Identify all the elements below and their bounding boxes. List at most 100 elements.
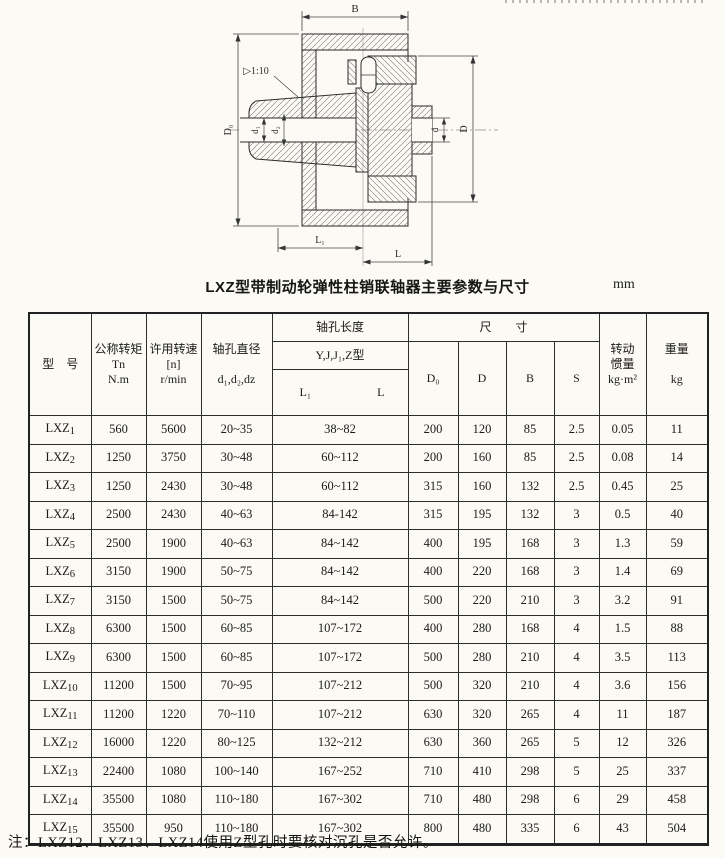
value-cell: 132~212	[271, 728, 409, 758]
value-cell: 400	[407, 529, 459, 559]
value-cell: 1220	[145, 700, 202, 730]
value-cell: 315	[407, 472, 459, 502]
value-cell: 12	[598, 728, 647, 758]
value-cell: 110~180	[200, 785, 273, 815]
table-row: LXZ12 16000 1220 80~125 132~212 630 360 265 5 12 3…	[28, 728, 709, 758]
value-cell: 1080	[145, 785, 202, 815]
value-cell: 4	[553, 671, 600, 701]
model-number-suffix: 5	[69, 540, 76, 552]
value-cell: 1500	[145, 643, 202, 673]
model-cell: LXZ14	[28, 785, 92, 815]
col-header-inertia: 转动 惯量 kg·m²	[598, 312, 647, 416]
left-hub	[240, 92, 357, 168]
col-header-bore-length: 轴孔长度	[271, 312, 409, 342]
value-cell: 80~125	[200, 728, 273, 758]
model-cell: LXZ8	[28, 614, 92, 644]
model-cell: LXZ5	[28, 529, 92, 559]
value-cell: 113	[645, 643, 709, 673]
model-cell: LXZ2	[28, 443, 92, 473]
value-cell: 210	[505, 643, 555, 673]
value-cell: 5	[553, 728, 600, 758]
value-cell: 1250	[90, 443, 147, 473]
value-cell: 4	[553, 614, 600, 644]
value-cell: 326	[645, 728, 709, 758]
model-number-suffix: 9	[69, 654, 76, 666]
table-row: LXZ13 22400 1080 100~140 167~252 710 410 298 5 25…	[28, 757, 709, 787]
model-number-suffix: 10	[67, 682, 78, 694]
model-number-suffix: 12	[67, 739, 78, 751]
col-header-S: S	[553, 341, 600, 416]
value-cell: 210	[505, 586, 555, 616]
value-cell: 84~142	[271, 557, 409, 587]
cropped-text-artifact	[505, 0, 705, 3]
model-cell: LXZ6	[28, 557, 92, 587]
col-header-speed: 许用转速 [n] r/min	[145, 312, 202, 416]
table-row: LXZ6 3150 1900 50~75 84~142 400 220 168 3 1.4 69	[28, 557, 709, 587]
value-cell: 50~75	[200, 557, 273, 587]
col-header-model: 型 号	[28, 312, 92, 416]
value-cell: 168	[505, 557, 555, 587]
value-cell: 1250	[90, 472, 147, 502]
value-cell: 500	[407, 671, 459, 701]
page-title: LXZ型带制动轮弹性柱销联轴器主要参数与尺寸	[205, 279, 530, 296]
value-cell: 3750	[145, 443, 202, 473]
value-cell: 200	[407, 443, 459, 473]
value-cell: 30~48	[200, 443, 273, 473]
value-cell: 69	[645, 557, 709, 587]
value-cell: 88	[645, 614, 709, 644]
model-cell: LXZ3	[28, 472, 92, 502]
value-cell: 480	[457, 814, 507, 845]
value-cell: 132	[505, 500, 555, 530]
value-cell: 710	[407, 757, 459, 787]
value-cell: 200	[407, 415, 459, 445]
value-cell: 120	[457, 415, 507, 445]
value-cell: 40~63	[200, 529, 273, 559]
table-row: LXZ3 1250 2430 30~48 60~112 315 160 132 2.5 0.45 2…	[28, 472, 709, 502]
model-number-suffix: 3	[69, 483, 76, 495]
table-row: LXZ14 35500 1080 110~180 167~302 710 480 298 6 29…	[28, 785, 709, 815]
table-row: LXZ10 11200 1500 70~95 107~212 500 320 210 4 3.6 1…	[28, 671, 709, 701]
dim-label-D0: D₀	[223, 124, 234, 135]
value-cell: 85	[505, 443, 555, 473]
value-cell: 11200	[90, 671, 147, 701]
elastic-pin	[360, 56, 377, 94]
value-cell: 220	[457, 557, 507, 587]
value-cell: 3150	[90, 557, 147, 587]
value-cell: 3.2	[598, 586, 647, 616]
value-cell: 320	[457, 671, 507, 701]
model-cell: LXZ1	[28, 415, 92, 445]
dim-D0	[233, 33, 299, 227]
value-cell: 60~112	[271, 472, 409, 502]
taper-leader	[273, 75, 299, 98]
value-cell: 11	[645, 415, 709, 445]
value-cell: 1500	[145, 586, 202, 616]
value-cell: 1.5	[598, 614, 647, 644]
table-row: LXZ9 6300 1500 60~85 107~172 500 280 210 4 3.5 113	[28, 643, 709, 673]
value-cell: 298	[505, 785, 555, 815]
value-cell: 360	[457, 728, 507, 758]
value-cell: 320	[457, 700, 507, 730]
value-cell: 5600	[145, 415, 202, 445]
value-cell: 84-142	[271, 500, 409, 530]
value-cell: 60~112	[271, 443, 409, 473]
value-cell: 1220	[145, 728, 202, 758]
dim-label-L: L	[395, 249, 401, 260]
value-cell: 35500	[90, 814, 147, 845]
value-cell: 710	[407, 785, 459, 815]
value-cell: 100~140	[200, 757, 273, 787]
table-row: LXZ7 3150 1500 50~75 84~142 500 220 210 3 3.2 91	[28, 586, 709, 616]
value-cell: 410	[457, 757, 507, 787]
value-cell: 4	[553, 643, 600, 673]
value-cell: 132	[505, 472, 555, 502]
dim-B	[301, 11, 409, 31]
col-header-L: L	[377, 385, 385, 399]
dim-L1	[277, 228, 363, 252]
dim-L	[363, 156, 433, 266]
value-cell: 107~172	[271, 643, 409, 673]
model-cell: LXZ12	[28, 728, 92, 758]
col-header-L1-L: L₁ L	[271, 369, 409, 416]
value-cell: 156	[645, 671, 709, 701]
value-cell: 22400	[90, 757, 147, 787]
value-cell: 40~63	[200, 500, 273, 530]
value-cell: 4	[553, 700, 600, 730]
